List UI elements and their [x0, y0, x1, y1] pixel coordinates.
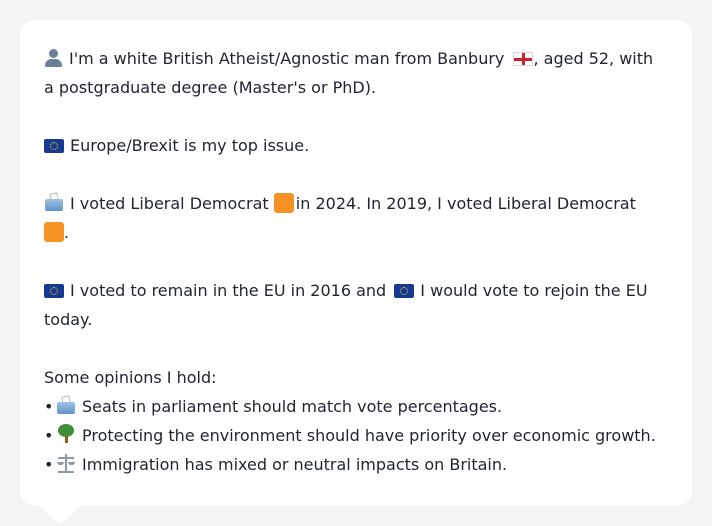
voting-history-paragraph: I voted Liberal Democrat in 2024. In 201…	[44, 189, 668, 247]
orange-square-icon	[273, 193, 294, 213]
opinion-item: • Protecting the environment should have …	[44, 421, 668, 450]
opinion-text: Immigration has mixed or neutral impacts…	[82, 455, 508, 474]
ballot-box-icon	[56, 395, 76, 415]
eu-text-2: I would vote to rejoin the EU	[420, 281, 648, 300]
england-flag-icon	[513, 52, 534, 66]
eu-text-3: today.	[44, 310, 93, 329]
scales-icon	[56, 453, 76, 473]
opinion-text: Seats in parliament should match vote pe…	[82, 397, 503, 416]
eu-flag-icon	[44, 284, 64, 298]
tree-icon	[56, 424, 76, 444]
eu-flag-icon	[394, 284, 415, 298]
opinions-heading: Some opinions I hold:	[44, 368, 217, 387]
profile-message-card: I'm a white British Atheist/Agnostic man…	[20, 20, 692, 506]
top-issue-paragraph: Europe/Brexit is my top issue.	[44, 131, 668, 160]
profile-paragraph: I'm a white British Atheist/Agnostic man…	[44, 44, 668, 102]
bullet: •	[44, 397, 54, 416]
opinion-item: • Seats in parliament should match vote p…	[44, 392, 668, 421]
orange-square-icon	[44, 222, 64, 242]
opinions-section: Some opinions I hold: • Seats in parliame…	[44, 363, 668, 479]
ballot-box-icon	[44, 192, 64, 212]
top-issue-text: Europe/Brexit is my top issue.	[70, 136, 310, 155]
profile-line2: a postgraduate degree (Master's or PhD).	[44, 78, 377, 97]
profile-line1-start: I'm a white British Atheist/Agnostic man…	[69, 49, 505, 68]
vote-text-2: in 2024. In 2019, I voted Liberal Democr…	[295, 194, 636, 213]
eu-text-1: I voted to remain in the EU in 2016 and	[70, 281, 387, 300]
person-icon	[44, 48, 63, 67]
speech-bubble-tail	[38, 505, 82, 525]
bullet: •	[44, 426, 54, 445]
vote-text-1: I voted Liberal Democrat	[70, 194, 269, 213]
bullet: •	[44, 455, 54, 474]
vote-text-3: .	[64, 223, 70, 242]
opinion-text: Protecting the environment should have p…	[82, 426, 656, 445]
eu-referendum-paragraph: I voted to remain in the EU in 2016 and …	[44, 276, 668, 334]
opinion-item: • Immigration has mixed or neutral impact…	[44, 450, 668, 479]
eu-flag-icon	[44, 139, 64, 153]
profile-line1-end: , aged 52, with	[533, 49, 654, 68]
